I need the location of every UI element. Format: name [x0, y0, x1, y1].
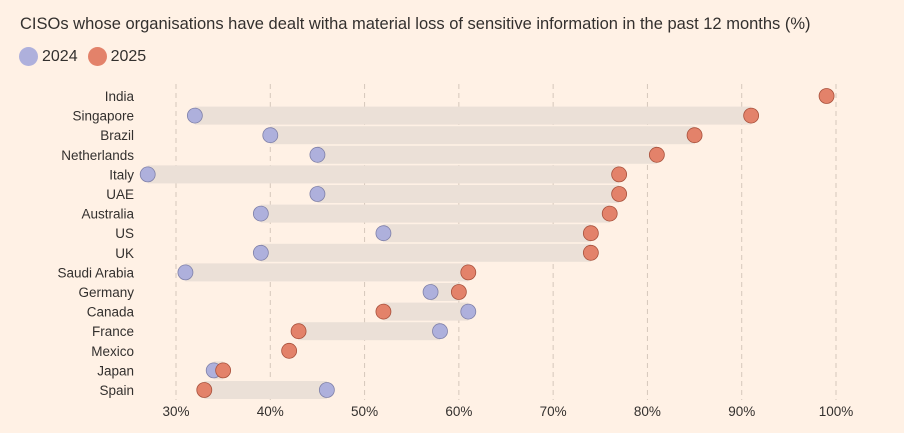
legend-label-2024: 2024 — [42, 47, 78, 65]
range-bar — [270, 126, 695, 145]
category-label: Mexico — [91, 344, 134, 359]
legend-item-2025: 2025 — [87, 47, 147, 66]
dot-2025 — [460, 264, 477, 281]
category-label: India — [105, 89, 135, 104]
category-label: Australia — [81, 207, 134, 222]
category-label: Italy — [109, 167, 134, 182]
legend-swatch-2024 — [19, 47, 38, 66]
dot-2025 — [818, 88, 835, 104]
dot-2025 — [601, 205, 618, 222]
range-bar — [194, 106, 752, 125]
category-label: Spain — [99, 383, 134, 398]
dot-2024 — [186, 107, 203, 124]
category-label: Japan — [97, 363, 134, 378]
range-bar — [260, 204, 610, 223]
legend-item-2024: 2024 — [19, 47, 78, 66]
category-label: Netherlands — [61, 148, 134, 163]
range-bar — [383, 224, 591, 243]
dot-2025 — [743, 107, 760, 124]
legend-swatch-2025 — [87, 47, 107, 66]
category-label: UK — [115, 246, 134, 261]
category-label: UAE — [106, 187, 134, 202]
category-label: Singapore — [72, 109, 134, 124]
range-bar — [383, 302, 469, 321]
range-bar — [147, 165, 620, 184]
dot-2025 — [196, 382, 213, 398]
dot-2024 — [262, 127, 279, 144]
range-bar — [317, 185, 620, 203]
dot-2024 — [309, 186, 326, 202]
category-label: US — [115, 226, 134, 241]
category-label: Canada — [87, 305, 135, 320]
dot-2024 — [252, 205, 269, 222]
category-label: Brazil — [100, 128, 134, 143]
dot-2025 — [686, 127, 703, 144]
dot-2024 — [318, 382, 335, 398]
dot-2025 — [215, 362, 232, 379]
chart-title: CISOs whose organisations have dealt wit… — [20, 15, 811, 33]
category-label: Germany — [78, 285, 134, 300]
dot-2024 — [432, 323, 448, 340]
dot-2025 — [450, 284, 467, 300]
x-tick-label: 60% — [445, 404, 472, 419]
legend-label-2025: 2025 — [110, 47, 147, 65]
range-bar — [185, 263, 469, 282]
x-tick-label: 70% — [540, 404, 567, 419]
range-bar — [204, 381, 327, 399]
x-tick-label: 30% — [162, 404, 189, 419]
dot-2025 — [648, 146, 665, 163]
range-bar — [298, 322, 440, 341]
chart-legend: 2024 2025 — [19, 47, 156, 66]
x-tick-label: 100% — [819, 404, 854, 419]
dot-2025 — [582, 244, 599, 261]
dot-2024 — [309, 146, 326, 163]
category-label: Saudi Arabia — [57, 265, 134, 280]
dot-2025 — [290, 323, 307, 340]
dot-2025 — [611, 186, 628, 202]
range-bar — [430, 283, 459, 301]
x-tick-label: 90% — [728, 404, 755, 419]
x-tick-label: 80% — [634, 404, 661, 419]
dot-2025 — [582, 225, 599, 242]
dot-2024 — [252, 244, 269, 261]
dot-2025 — [375, 303, 392, 320]
dot-2024 — [422, 284, 439, 300]
dot-2025 — [611, 166, 628, 183]
dot-2024 — [375, 225, 392, 242]
dot-2024 — [177, 264, 194, 281]
dot-2025 — [281, 342, 298, 359]
dot-2024 — [139, 166, 156, 183]
category-label: France — [92, 324, 134, 339]
x-tick-label: 40% — [257, 404, 284, 419]
range-bar — [260, 243, 591, 262]
range-bar — [317, 145, 657, 164]
x-tick-label: 50% — [351, 404, 378, 419]
dot-2024 — [460, 303, 477, 320]
